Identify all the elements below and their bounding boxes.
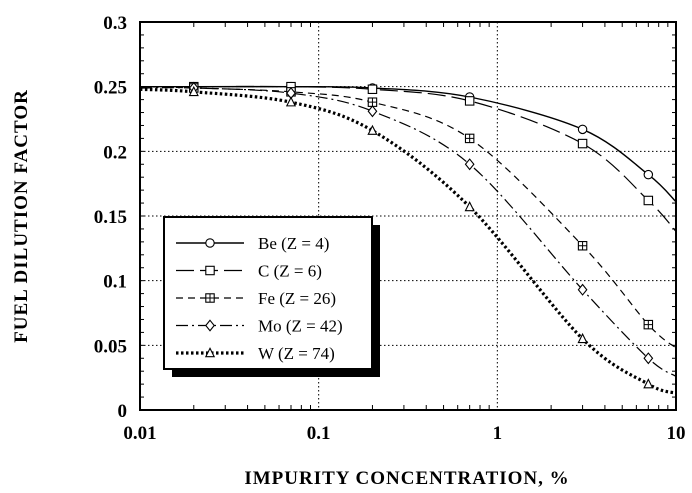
series-line (139, 86, 677, 349)
y-tick-label: 0.2 (103, 142, 127, 163)
legend-marker (205, 319, 215, 332)
series-lines (139, 85, 677, 395)
legend-marker (205, 265, 215, 276)
x-axis-title: IMPURITY CONCENTRATION, % (244, 468, 569, 489)
x-tick-labels: 0.01 0.1 1 10 (123, 423, 685, 444)
data-point (577, 332, 588, 344)
legend-marker (205, 293, 215, 303)
legend-items: Be (Z = 4) C (Z = 6) Fe (Z = 26) Mo (Z = 42… (176, 234, 343, 363)
y-tick-label: 0.15 (94, 207, 127, 228)
x-tick-label: 0.01 (123, 423, 156, 444)
data-point (464, 133, 475, 144)
y-tick-labels: 0 0.05 0.1 0.15 0.2 0.25 0.3 (94, 13, 127, 422)
data-point (577, 283, 588, 296)
data-point (643, 319, 654, 330)
data-point (643, 378, 654, 389)
series-line (140, 85, 677, 232)
y-tick-label: 0.1 (103, 272, 127, 293)
legend-label: Mo (Z = 42) (258, 317, 343, 336)
plot-frame (139, 21, 677, 411)
x-tick-label: 0.1 (307, 423, 331, 444)
legend-marker (205, 238, 215, 248)
data-point (367, 97, 378, 107)
data-point (367, 105, 378, 118)
legend-label: C (Z = 6) (258, 262, 322, 281)
data-point (285, 96, 297, 107)
legend-label: Be (Z = 4) (258, 234, 329, 253)
data-point (188, 85, 199, 97)
data-point (464, 201, 475, 212)
series-line (139, 87, 677, 377)
data-point (643, 195, 654, 206)
data-point (464, 96, 475, 106)
y-tick-label: 0.25 (94, 78, 127, 99)
series-line (139, 87, 677, 395)
series-markers (188, 81, 654, 389)
legend: Be (Z = 4) C (Z = 6) Fe (Z = 26) Mo (Z = 42… (163, 216, 380, 377)
data-point (367, 124, 378, 135)
y-tick-label: 0 (118, 401, 128, 422)
data-point (577, 240, 588, 251)
data-point (643, 352, 654, 365)
y-tick-label: 0.3 (103, 13, 127, 34)
data-point (643, 169, 654, 180)
data-point (367, 84, 378, 95)
data-point (464, 158, 475, 171)
y-axis-title: FUEL DILUTION FACTOR (11, 89, 32, 343)
y-tick-label: 0.05 (94, 336, 127, 357)
legend-label: Fe (Z = 26) (258, 289, 336, 308)
data-point (577, 138, 588, 149)
legend-marker (204, 347, 216, 358)
legend-label: W (Z = 74) (258, 344, 335, 363)
x-tick-label: 1 (493, 423, 503, 444)
x-tick-label: 10 (667, 423, 686, 444)
data-point (577, 124, 588, 135)
